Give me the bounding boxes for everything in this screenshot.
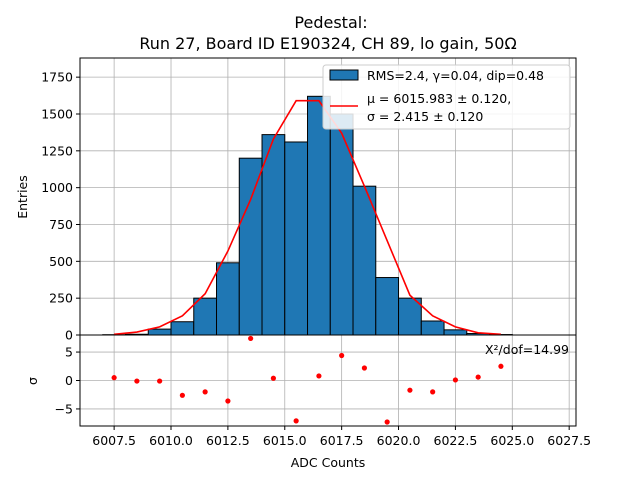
legend-histogram-swatch [330,70,358,80]
histogram-bar [194,298,217,335]
histogram-bar [421,321,444,335]
histogram-bar [262,135,285,335]
residual-point [112,375,117,380]
main-y-axis-label: Entries [15,175,30,219]
main-y-tick-label: 1750 [41,70,73,85]
residual-point [453,377,458,382]
histogram-bar [376,278,399,335]
x-axis-label: ADC Counts [291,455,366,470]
x-tick-label: 6010.0 [149,433,193,448]
x-tick-label: 6020.0 [377,433,421,448]
histogram-bar [308,96,331,335]
residual-point [248,336,253,341]
x-tick-label: 6015.0 [263,433,307,448]
chart-title-line2: Run 27, Board ID E190324, CH 89, lo gain… [139,34,516,53]
main-y-tick-label: 1500 [41,106,73,121]
histogram-bar [399,298,422,335]
residual-point [498,364,503,369]
residual-point [362,365,367,370]
chi2-annotation: X²/dof=14.99 [485,342,569,357]
legend: RMS=2.4, γ=0.04, dip=0.48 μ = 6015.983 ±… [323,65,570,129]
histogram-bar [330,114,353,335]
x-tick-label: 6012.5 [206,433,250,448]
residual-point [385,419,390,424]
residual-point [339,353,344,358]
histogram-bar [217,263,240,335]
x-tick-label: 6025.0 [490,433,534,448]
histogram-bar [444,330,467,335]
residual-point [476,374,481,379]
x-tick-label: 6022.5 [434,433,478,448]
residual-y-tick-label: 0 [65,373,73,388]
histogram-bar [171,322,194,335]
residual-point [294,418,299,423]
main-y-tick-label: 250 [49,291,73,306]
residual-y-tick-label: −5 [55,401,73,416]
residual-point [180,393,185,398]
x-tick-label: 6007.5 [92,433,136,448]
residual-point [225,398,230,403]
residual-y-tick-label: 5 [65,345,73,360]
residual-point [134,378,139,383]
main-y-tick-label: 0 [65,328,73,343]
residual-point [157,378,162,383]
x-tick-label: 6027.5 [547,433,591,448]
residual-point [430,389,435,394]
residual-point [271,376,276,381]
legend-fit-label-line2: σ = 2.415 ± 0.120 [367,109,483,124]
residual-point [316,373,321,378]
legend-histogram-label: RMS=2.4, γ=0.04, dip=0.48 [367,68,544,83]
chart-title-line1: Pedestal: [294,13,367,32]
histogram-bar [148,329,171,335]
residual-point [407,388,412,393]
main-y-tick-label: 1000 [41,180,73,195]
main-y-tick-label: 750 [49,217,73,232]
main-y-tick-label: 1250 [41,143,73,158]
residual-point [203,389,208,394]
residual-y-axis-label: σ [25,377,40,385]
legend-fit-label-line1: μ = 6015.983 ± 0.120, [367,91,511,106]
histogram-bar [239,158,262,335]
main-y-tick-label: 500 [49,254,73,269]
histogram-bar [285,142,308,335]
histogram-bar [353,186,376,335]
x-tick-label: 6017.5 [320,433,364,448]
